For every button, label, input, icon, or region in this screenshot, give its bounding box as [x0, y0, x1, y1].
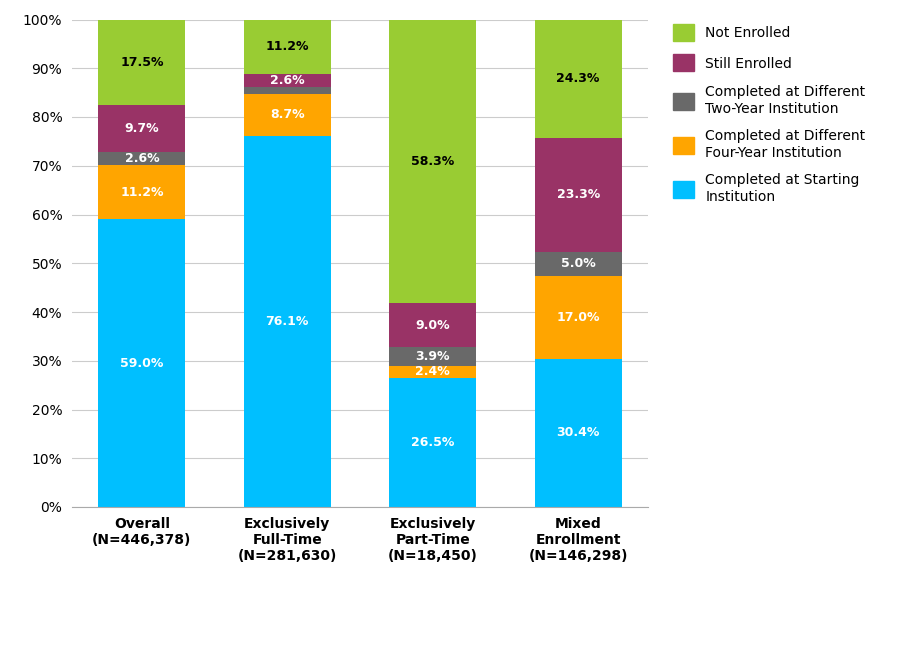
Text: 9.0%: 9.0%	[416, 318, 450, 332]
Bar	[98, 164, 185, 220]
Text: 76.1%: 76.1%	[266, 315, 309, 328]
Bar	[244, 94, 331, 136]
Text: 5.0%: 5.0%	[561, 257, 596, 270]
Bar	[389, 303, 476, 347]
Bar	[535, 20, 622, 138]
Bar	[98, 220, 185, 507]
Text: 11.2%: 11.2%	[266, 40, 309, 53]
Bar	[389, 19, 476, 303]
Text: 58.3%: 58.3%	[411, 155, 454, 168]
Text: 3.9%: 3.9%	[416, 350, 450, 363]
Bar	[98, 20, 185, 105]
Text: 9.7%: 9.7%	[124, 122, 159, 135]
Bar	[389, 366, 476, 378]
Bar	[535, 138, 622, 252]
Bar	[535, 252, 622, 276]
Text: 2.4%: 2.4%	[416, 365, 450, 378]
Text: 17.0%: 17.0%	[556, 311, 600, 324]
Bar	[535, 276, 622, 359]
Bar	[244, 74, 331, 86]
Bar	[389, 347, 476, 366]
Text: 26.5%: 26.5%	[411, 436, 454, 449]
Legend: Not Enrolled, Still Enrolled, Completed at Different
Two-Year Institution, Compl: Not Enrolled, Still Enrolled, Completed …	[667, 17, 872, 211]
Bar	[244, 136, 331, 507]
Text: 2.6%: 2.6%	[270, 74, 304, 87]
Bar	[98, 152, 185, 164]
Text: 59.0%: 59.0%	[120, 357, 164, 370]
Text: 24.3%: 24.3%	[556, 72, 600, 85]
Bar	[389, 378, 476, 507]
Bar	[98, 105, 185, 152]
Bar	[244, 86, 331, 94]
Text: 11.2%: 11.2%	[120, 186, 164, 199]
Text: 23.3%: 23.3%	[556, 188, 599, 202]
Text: 2.6%: 2.6%	[124, 152, 159, 165]
Text: 8.7%: 8.7%	[270, 109, 304, 122]
Text: 17.5%: 17.5%	[120, 56, 164, 69]
Bar	[535, 359, 622, 507]
Text: 30.4%: 30.4%	[556, 426, 600, 439]
Bar	[244, 20, 331, 74]
